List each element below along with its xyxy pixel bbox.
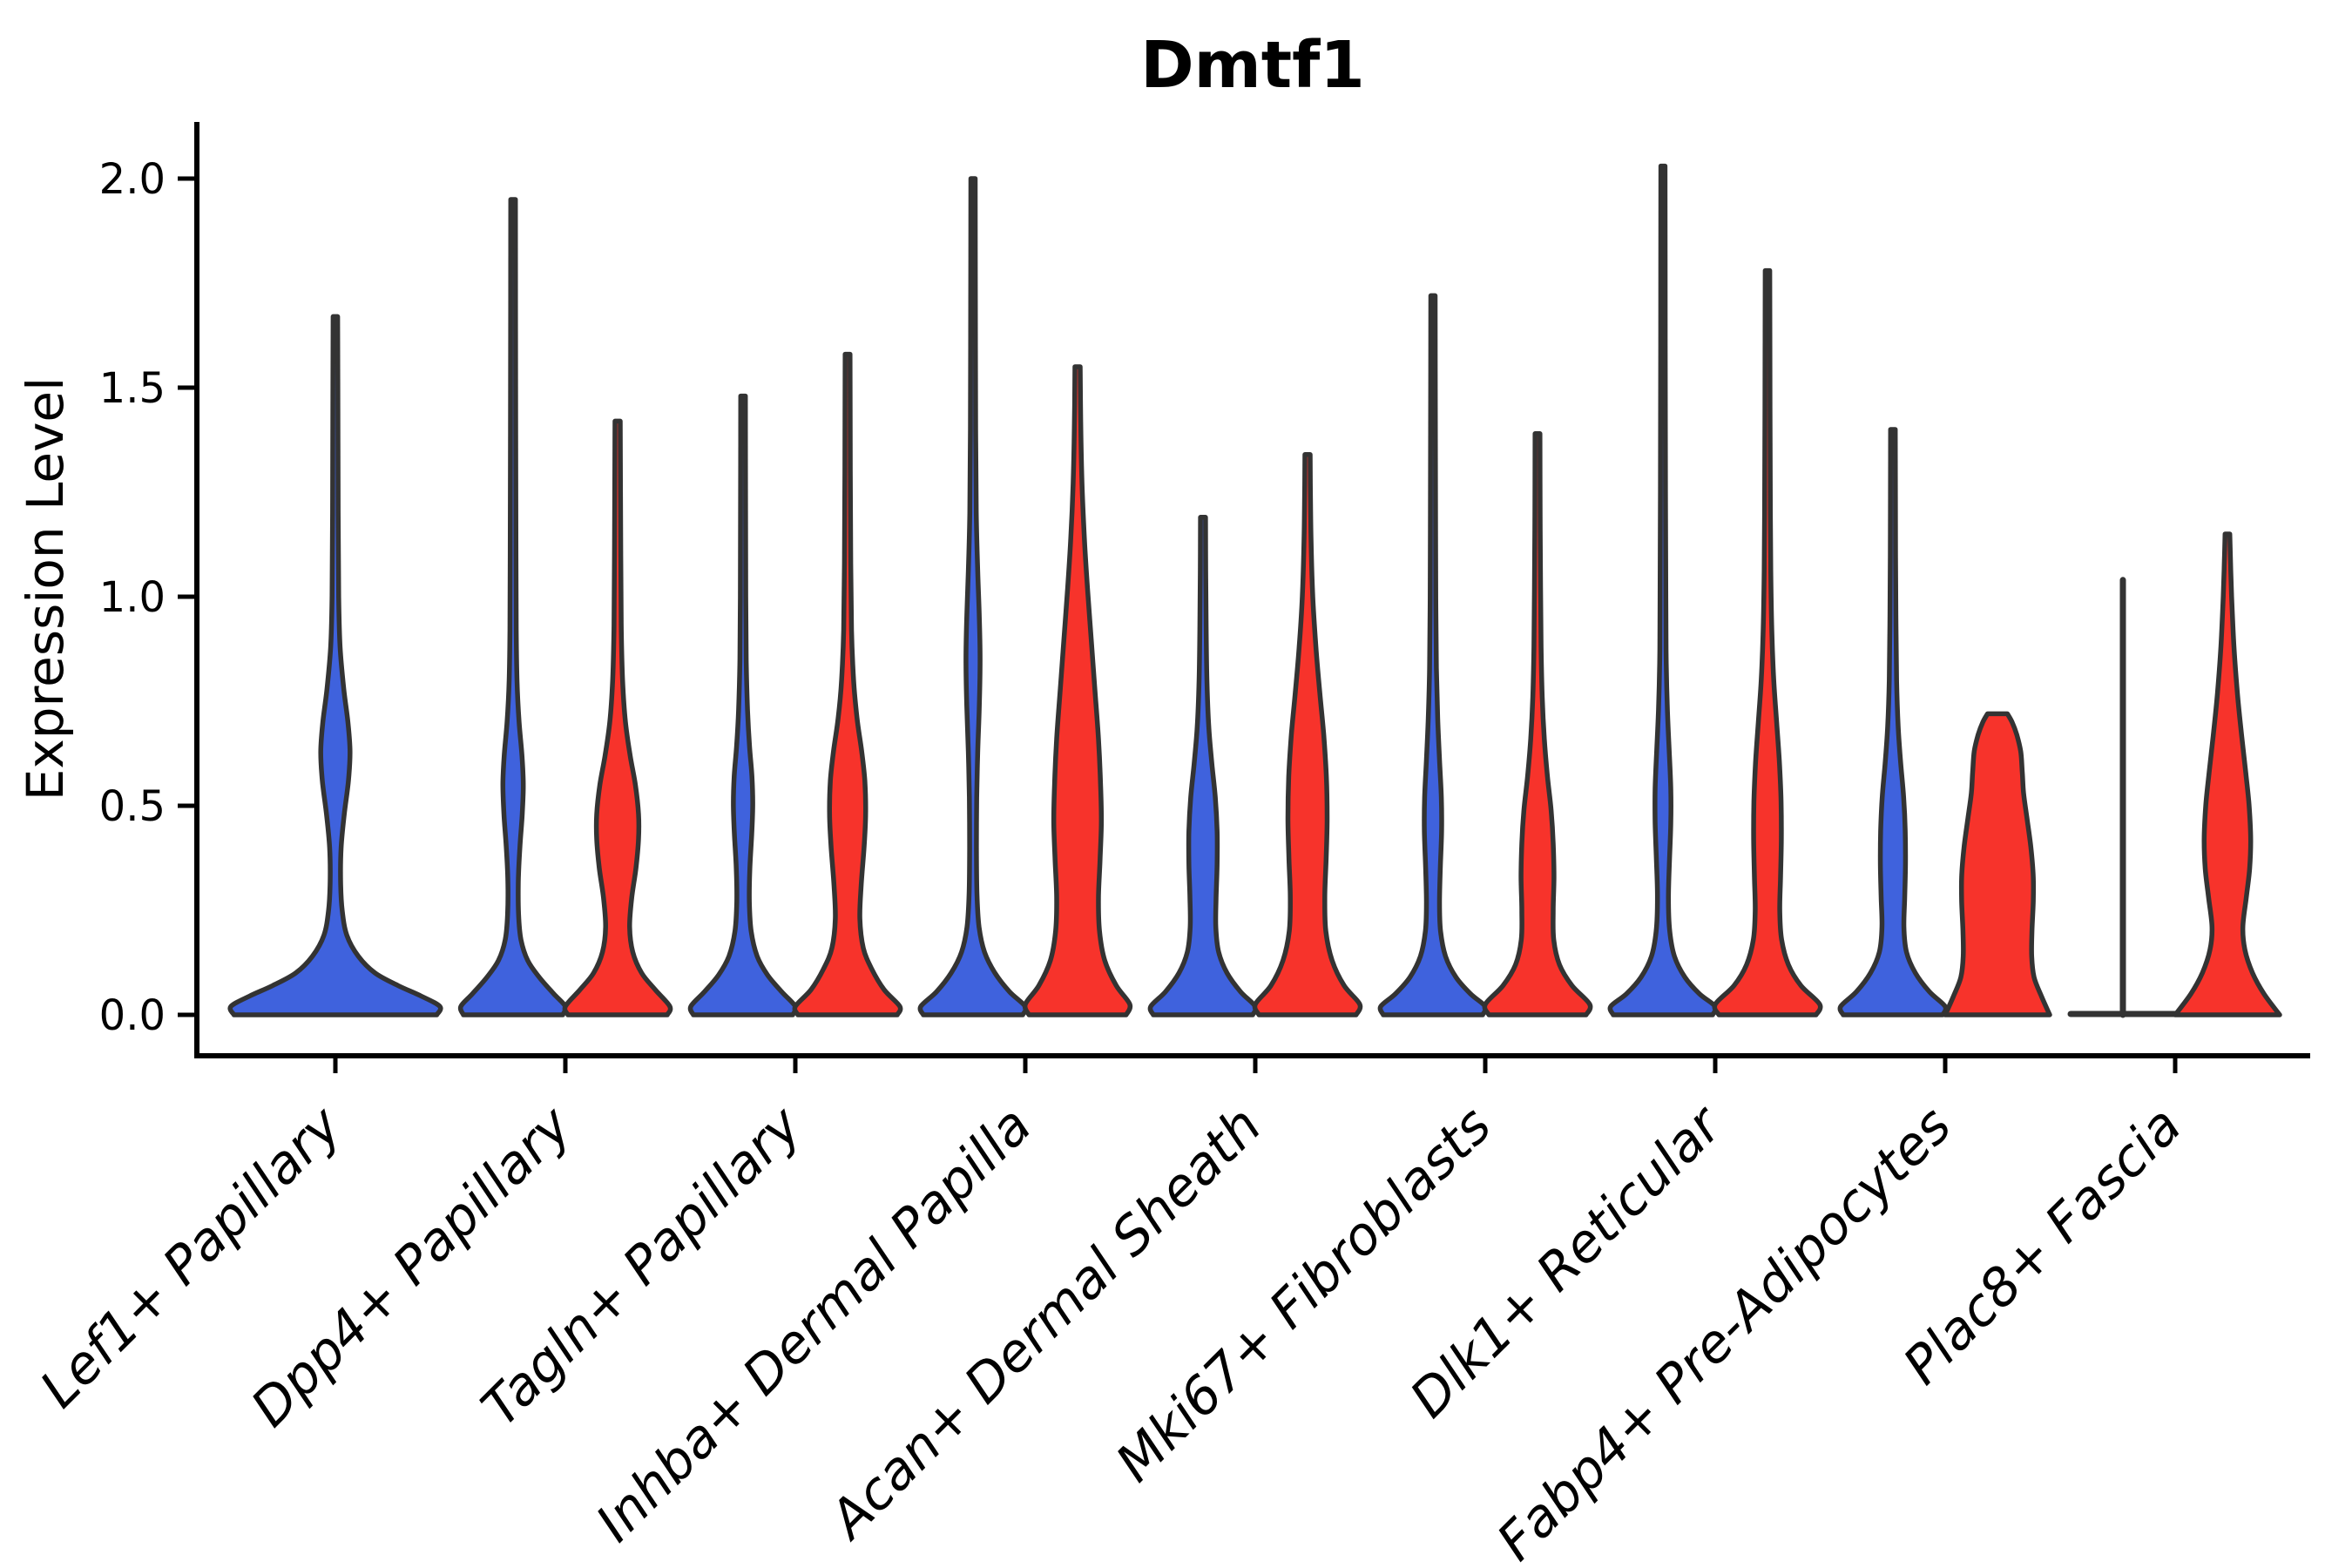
violin-dlk1-reticular-red xyxy=(1712,267,1823,1017)
violin-acan-dermal-sheath-blue xyxy=(1147,515,1259,1017)
x-tick-label-fabp4-pre-adipocytes: Fabp4+ Pre-Adipocytes xyxy=(1485,1095,1963,1568)
x-tick-label-acan-dermal-sheath: Acan+ Dermal Sheath xyxy=(816,1095,1274,1552)
chart-title: Dmtf1 xyxy=(1140,28,1365,103)
violin-tagln-papillary-blue xyxy=(687,393,799,1017)
violin-fabp4-pre-adipocytes-red xyxy=(1943,711,2052,1017)
violin-mki67-fibroblasts-red xyxy=(1482,431,1593,1017)
y-tick-label: 1.0 xyxy=(99,573,166,622)
violin-shapes xyxy=(227,163,2282,1018)
y-tick-label: 0.0 xyxy=(99,991,166,1040)
violin-tagln-papillary-red xyxy=(792,351,903,1017)
violin-fabp4-pre-adipocytes-blue xyxy=(1837,427,1949,1017)
y-axis-label: Expression Level xyxy=(16,377,75,801)
y-tick-label: 0.5 xyxy=(99,782,166,831)
violin-mki67-fibroblasts-blue xyxy=(1377,293,1489,1017)
y-tick-label: 1.5 xyxy=(99,364,166,413)
violin-dpp4-papillary-red xyxy=(562,418,673,1017)
violin-inhba-dermal-papilla-blue xyxy=(917,176,1029,1017)
x-tick-label-mki67-fibroblasts: Mki67+ Fibroblasts xyxy=(1105,1095,1504,1494)
violin-lef1-papillary-blue xyxy=(227,314,443,1017)
violin-dpp4-papillary-blue xyxy=(457,197,569,1017)
x-axis-ticks xyxy=(333,1056,2178,1073)
violin-acan-dermal-sheath-red xyxy=(1252,452,1363,1017)
y-tick-label: 2.0 xyxy=(99,155,166,204)
violin-plac8-fascia-red xyxy=(2173,531,2282,1017)
x-tick-label-inhba-dermal-papilla: Inhba+ Dermal Papilla xyxy=(585,1095,1043,1553)
y-axis-ticks: 0.0 0.5 1.0 1.5 2.0 xyxy=(99,155,197,1040)
violin-inhba-dermal-papilla-red xyxy=(1022,364,1133,1017)
violin-dlk1-reticular-blue xyxy=(1607,163,1719,1017)
